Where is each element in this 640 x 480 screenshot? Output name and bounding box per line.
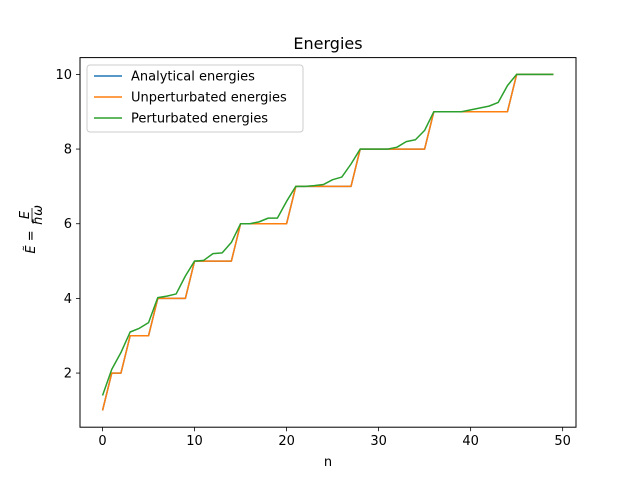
x-tick-label: 30 (370, 434, 387, 449)
series-line-2 (101, 73, 554, 411)
svg-text:Ẽ =: Ẽ = (23, 230, 39, 253)
y-tick-label: 2 (64, 367, 72, 382)
legend-label-1: Analytical energies (131, 70, 255, 85)
x-tick-label: 0 (98, 434, 106, 449)
svg-text:ħω: ħω (31, 205, 46, 225)
x-tick-label: 40 (462, 434, 479, 449)
x-axis-label: n (324, 455, 332, 470)
legend-box (86, 64, 304, 133)
x-tick-label: 20 (278, 434, 295, 449)
y-tick-label: 10 (55, 68, 72, 83)
y-tick-label: 6 (64, 217, 72, 232)
x-tick-label: 50 (554, 434, 571, 449)
y-tick-label: 8 (64, 143, 72, 158)
legend-label-3: Perturbated energies (131, 112, 268, 127)
x-tick-label: 10 (186, 434, 203, 449)
legend: Analytical energies Unperturbated energie… (86, 64, 304, 133)
chart-title: Energies (293, 34, 362, 53)
y-axis-label: Ẽ = E ħω (18, 205, 46, 254)
y-axis-ticks: 2 4 6 8 10 (55, 68, 80, 382)
x-axis-ticks: 0 10 20 30 40 50 (98, 427, 571, 449)
series-line-3 (101, 73, 554, 396)
svg-text:E: E (18, 210, 33, 219)
series-layer (101, 73, 554, 411)
y-tick-label: 4 (64, 292, 72, 307)
legend-label-2: Unperturbated energies (131, 91, 287, 106)
plot-frame (79, 57, 577, 428)
